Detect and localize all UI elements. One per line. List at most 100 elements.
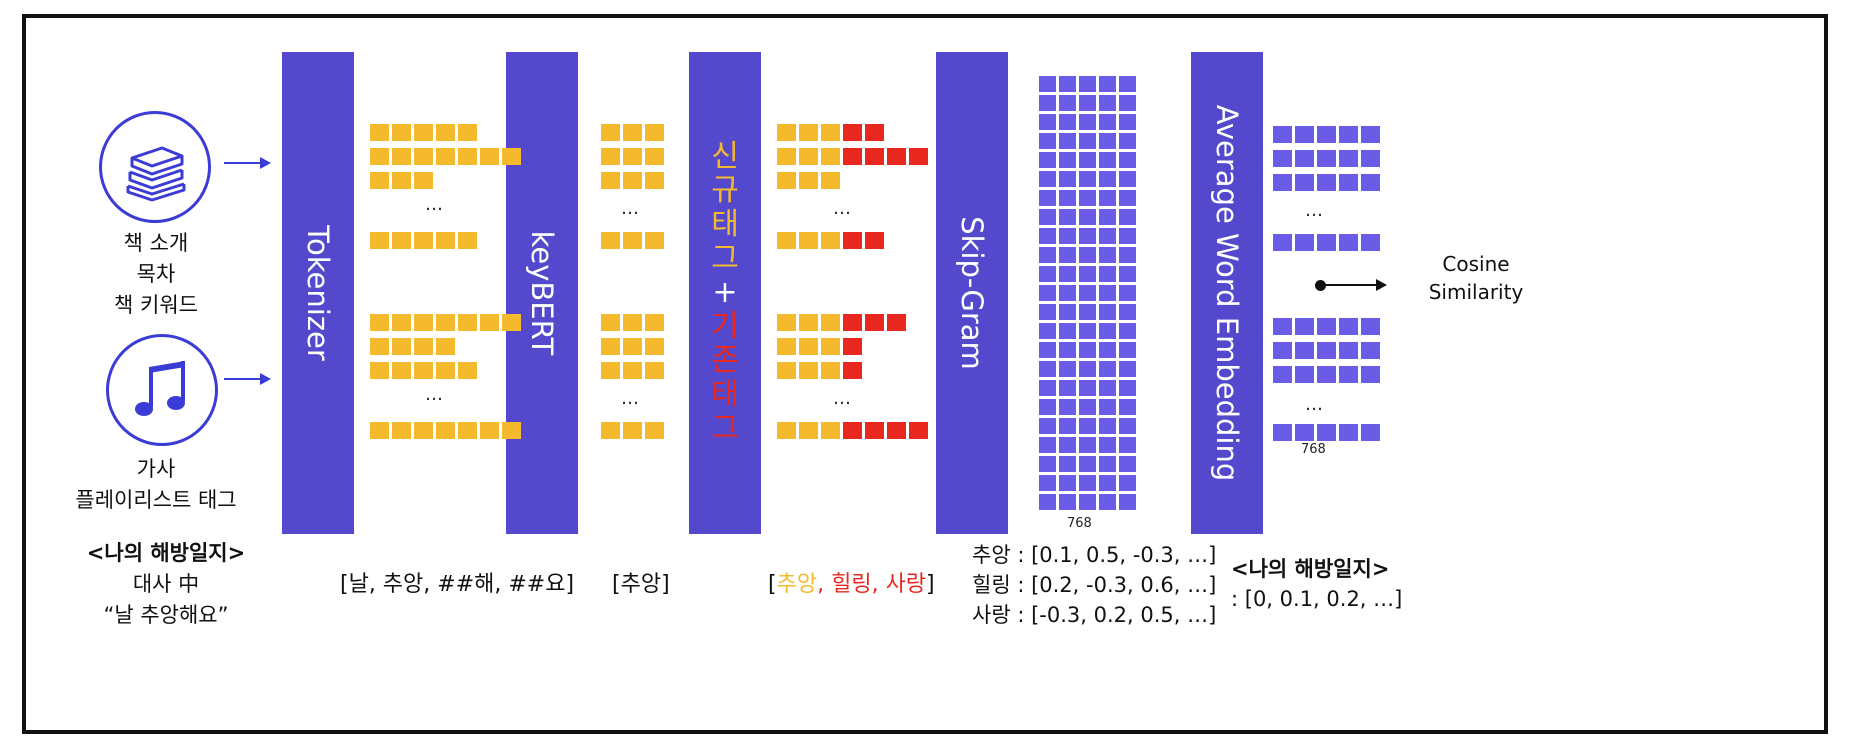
music-label: 가사 플레이리스트 태그 [51,454,261,516]
matrix-cell [1059,361,1076,377]
tag-merge-text: 신규태그 + 기존태그 [689,140,761,446]
matrix-cell [1099,456,1116,472]
keyword-block [601,148,620,165]
books-icon [126,146,186,202]
matrix-cell [1079,380,1096,396]
music-icon-circle [106,334,218,446]
tags-ellipsis-bottom: … [833,388,851,409]
matrix-cell [1119,437,1136,453]
tag-sep-2: , [871,572,886,597]
matrix-cell [1059,266,1076,282]
tag-block [865,232,884,249]
vectors-output: 추앙 : [0.1, 0.5, -0.3, …] 힐링 : [0.2, -0.3… [972,540,1216,630]
matrix-cell [1119,323,1136,339]
matrix-cell [1059,190,1076,206]
matrix-cell [1039,418,1056,434]
book-arrow [224,162,262,164]
embedding-block [1295,150,1314,167]
matrix-cell [1059,285,1076,301]
tag-block [777,362,796,379]
tokenizer-ellipsis-bottom: … [425,384,443,405]
matrix-cell [1059,304,1076,320]
embedding-block [1339,174,1358,191]
matrix-cell [1039,380,1056,396]
matrix-cell [1119,304,1136,320]
book-line-3: 책 키워드 [114,293,198,317]
music-note-icon [135,361,185,416]
matrix-cell [1119,361,1136,377]
tag-block [865,422,884,439]
tag-block [777,422,796,439]
token-block [370,338,389,355]
matrix-cell [1039,209,1056,225]
matrix-cell [1119,494,1136,510]
embedding-block [1339,126,1358,143]
tokenizer-ellipsis-top: … [425,194,443,215]
tag-3: 사랑 [885,572,927,597]
token-block [414,124,433,141]
token-block [458,232,477,249]
matrix-cell [1079,133,1096,149]
result-line-2: Similarity [1428,280,1524,304]
keyword-block [645,422,664,439]
keyword-block [601,172,620,189]
tag-block [843,338,862,355]
matrix-cell [1039,361,1056,377]
matrix-cell [1099,399,1116,415]
matrix-cell [1039,133,1056,149]
matrix-cell [1099,437,1116,453]
token-block [502,314,521,331]
token-block [436,124,455,141]
grid-dim-label: 768 [1067,516,1092,531]
token-block [436,314,455,331]
tag-block [821,232,840,249]
matrix-cell [1099,418,1116,434]
matrix-cell [1119,418,1136,434]
music-arrow-head [260,373,271,385]
result-label: Cosine Similarity [1406,250,1546,306]
matrix-cell [1119,95,1136,111]
keyword-block [645,232,664,249]
matrix-cell [1039,76,1056,92]
token-block [392,232,411,249]
matrix-cell [1119,209,1136,225]
matrix-cell [1079,285,1096,301]
tag-block [799,422,818,439]
matrix-cell [1099,494,1116,510]
embedding-block [1295,234,1314,251]
token-block [392,124,411,141]
embedding-block [1317,150,1336,167]
tag-block [843,232,862,249]
token-block [414,232,433,249]
embedding-block [1361,318,1380,335]
tag-block [799,124,818,141]
keyword-block [645,362,664,379]
tokenizer-bar: Tokenizer [282,52,354,534]
tag-block [865,148,884,165]
matrix-cell [1099,475,1116,491]
tag-plus: + [712,275,738,310]
matrix-cell [1079,437,1096,453]
embedding-block [1339,424,1358,441]
vector-line-1: 추앙 : [0.1, 0.5, -0.3, …] [972,543,1217,567]
matrix-cell [1039,95,1056,111]
example-title: <나의 해방일지> [86,541,246,565]
tag-block [799,338,818,355]
embedding-block [1273,342,1292,359]
matrix-cell [1039,171,1056,187]
example-line-2: 대사 中 [132,572,200,596]
embedding-block [1361,174,1380,191]
matrix-cell [1039,399,1056,415]
matrix-cell [1119,266,1136,282]
matrix-cell [1079,76,1096,92]
embedding-block [1317,424,1336,441]
embedding-block [1317,174,1336,191]
keyword-block [645,148,664,165]
token-block [392,338,411,355]
token-block [436,362,455,379]
matrix-cell [1079,228,1096,244]
matrix-cell [1099,95,1116,111]
book-label: 책 소개 목차 책 키워드 [66,228,246,321]
tag-block [887,314,906,331]
matrix-cell [1079,342,1096,358]
